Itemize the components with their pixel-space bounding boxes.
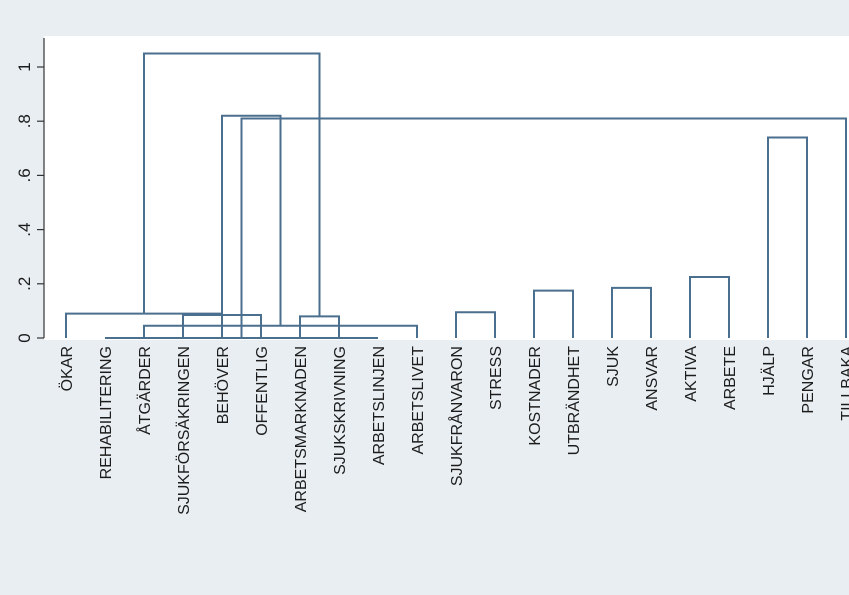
- leaf-label-7: SJUKSKRIVNING: [332, 346, 349, 475]
- leaf-labels: ÖKAR REHABILITERING ÅTGÄRDER SJUKFÖRSÄKRING…: [58, 346, 849, 515]
- leaf-label-0: ÖKAR: [58, 346, 76, 391]
- leaf-label-3: SJUKFÖRSÄKRINGEN: [175, 346, 193, 515]
- dendrogram-link-9: [767, 136, 808, 338]
- y-tick-label-2: .4: [15, 223, 34, 237]
- leaf-label-11: STRESS: [488, 346, 505, 410]
- leaf-label-4: BEHÖVER: [214, 346, 232, 424]
- y-tick-label-0: 0: [15, 333, 34, 342]
- leaf-label-17: ARBETE: [722, 346, 739, 410]
- y-tick-label-4: .8: [15, 114, 34, 128]
- dendrogram-link-8: [689, 276, 730, 338]
- dendrogram-link-6: [533, 289, 574, 338]
- y-tick-label-5: 1: [15, 62, 34, 71]
- dendrogram-link-5: [455, 311, 496, 338]
- leaf-label-19: PENGAR: [800, 346, 817, 414]
- leaf-label-18: HJÄLP: [760, 346, 778, 396]
- leaf-label-9: ARBETSLIVET: [410, 346, 427, 455]
- leaf-label-2: ÅTGÄRDER: [135, 346, 154, 435]
- leaf-label-5: OFFENTLIG: [254, 346, 271, 436]
- leaf-label-12: KOSTNADER: [527, 346, 544, 446]
- dendrogram-link-1: [143, 324, 418, 338]
- dendrogram-link-10: [240, 117, 847, 338]
- y-tick-label-1: .2: [15, 277, 34, 291]
- leaf-label-10: SJUKFRÅNVARON: [447, 346, 466, 486]
- leaf-label-6: ARBETSMARKNADEN: [293, 346, 310, 512]
- leaf-label-13: UTBRÄNDHET: [565, 346, 583, 456]
- plot-area: [44, 36, 849, 340]
- leaf-label-1: REHABILITERING: [98, 346, 115, 479]
- leaf-label-20: TILLBAKA: [839, 346, 849, 421]
- dendrogram-link-12: [143, 52, 321, 317]
- leaf-label-14: SJUK: [605, 346, 622, 387]
- dendrogram-link-11: [221, 114, 282, 326]
- leaf-label-8: ARBETSLINJEN: [371, 346, 388, 465]
- dendrogram-branches: [65, 52, 847, 339]
- y-tick-label-3: .6: [15, 168, 34, 182]
- leaf-label-15: ANSVAR: [644, 346, 661, 411]
- y-axis: 0 .2 .4 .6 .8 1: [15, 38, 45, 343]
- leaf-label-16: AKTIVA: [683, 346, 700, 402]
- dendrogram-link-7: [611, 286, 652, 338]
- dendrogram-link-3: [299, 315, 340, 338]
